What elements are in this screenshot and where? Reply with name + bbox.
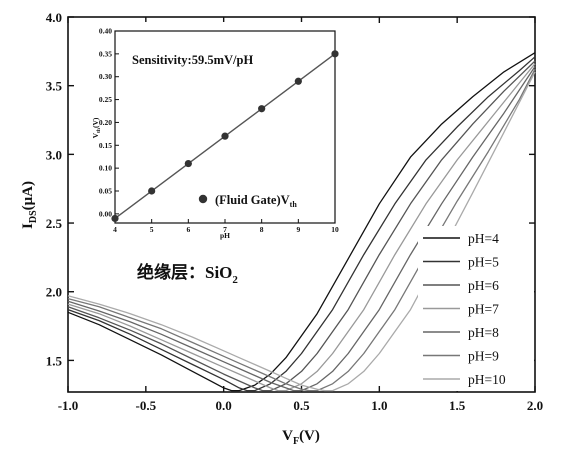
y-tick-label: 3.5 <box>46 79 63 94</box>
main-legend: pH=4 pH=5 pH=6 pH=7 pH=8 pH=9 pH=10 <box>418 226 534 391</box>
main-series <box>67 52 536 392</box>
inset-data-point <box>111 214 119 223</box>
inset-x-tick-label: 7 <box>223 225 227 234</box>
series-line-ph6 <box>67 60 536 392</box>
inset-legend-label: (Fluid Gate)Vth <box>215 193 297 209</box>
inset-ticks: 4 5 6 7 8 9 10 0.00 0.05 0.10 0.15 0.20 0.25 0.30 0.35… <box>99 27 339 235</box>
inset-data-point <box>221 132 229 140</box>
legend-label: pH=6 <box>468 278 499 293</box>
series-line-ph4 <box>67 52 536 392</box>
inset-series <box>111 50 339 223</box>
x-tick-label: 0.5 <box>293 398 310 413</box>
legend-label: pH=8 <box>468 325 499 340</box>
inset-x-tick-label: 8 <box>260 225 264 234</box>
inset-x-tick-label: 4 <box>113 225 117 234</box>
inset-x-tick-label: 5 <box>150 225 154 234</box>
inset-data-point <box>184 159 192 168</box>
legend-label: pH=5 <box>468 255 499 270</box>
inset-y-axis-title: Vth(V) <box>91 117 102 138</box>
inset-y-tick-label: 0.25 <box>99 95 112 104</box>
insulator-annotation: 绝缘层：SiO2 <box>137 262 238 286</box>
x-tick-label: -1.0 <box>58 398 79 413</box>
inset-x-tick-label: 9 <box>296 225 300 234</box>
y-tick-label: 4.0 <box>46 10 62 25</box>
y-axis-title: IDS(μA) <box>20 181 39 229</box>
legend-label: pH=9 <box>468 349 499 364</box>
y-tick-label: 1.5 <box>46 353 63 368</box>
inset-x-tick-label: 6 <box>186 225 190 234</box>
inset-y-tick-label: 0.40 <box>99 27 112 36</box>
series-line-ph8 <box>67 66 536 392</box>
y-tick-label: 3.0 <box>46 147 62 162</box>
x-tick-label: -0.5 <box>136 398 157 413</box>
inset-x-axis-title: pH <box>220 231 230 240</box>
legend-label: pH=7 <box>468 302 499 317</box>
series-line-ph7 <box>67 63 536 392</box>
inset-y-tick-label: 0.20 <box>99 118 112 127</box>
inset-x-tick-label: 10 <box>331 225 339 234</box>
y-tick-label: 2.0 <box>46 285 62 300</box>
series-line-ph5 <box>67 56 536 392</box>
inset-y-tick-label: 0.15 <box>99 141 112 150</box>
legend-label: pH=4 <box>468 231 499 246</box>
inset-data-point <box>294 77 302 85</box>
inset-y-tick-label: 0.30 <box>99 72 112 81</box>
inset-legend-marker <box>198 194 208 204</box>
inset-y-tick-label: 0.00 <box>99 209 112 218</box>
x-tick-label: 1.0 <box>371 398 387 413</box>
inset-data-point <box>331 50 339 58</box>
x-axis-title: VF(V) <box>282 428 320 447</box>
x-tick-label: 0.0 <box>216 398 232 413</box>
inset-data-point <box>148 187 156 195</box>
x-tick-label: 1.5 <box>449 398 466 413</box>
inset-y-tick-label: 0.10 <box>99 164 112 173</box>
inset-y-tick-label: 0.05 <box>99 187 112 196</box>
legend-label: pH=10 <box>468 372 506 387</box>
inset-data-point <box>258 105 266 113</box>
inset-y-tick-label: 0.35 <box>99 49 112 58</box>
y-tick-label: 2.5 <box>46 216 63 231</box>
x-tick-label: 2.0 <box>527 398 543 413</box>
inset-title: Sensitivity:59.5mV/pH <box>132 53 253 67</box>
inset-chart: 4 5 6 7 8 9 10 0.00 0.05 0.10 0.15 0.20 0.25 0.30 0.35… <box>91 22 345 240</box>
